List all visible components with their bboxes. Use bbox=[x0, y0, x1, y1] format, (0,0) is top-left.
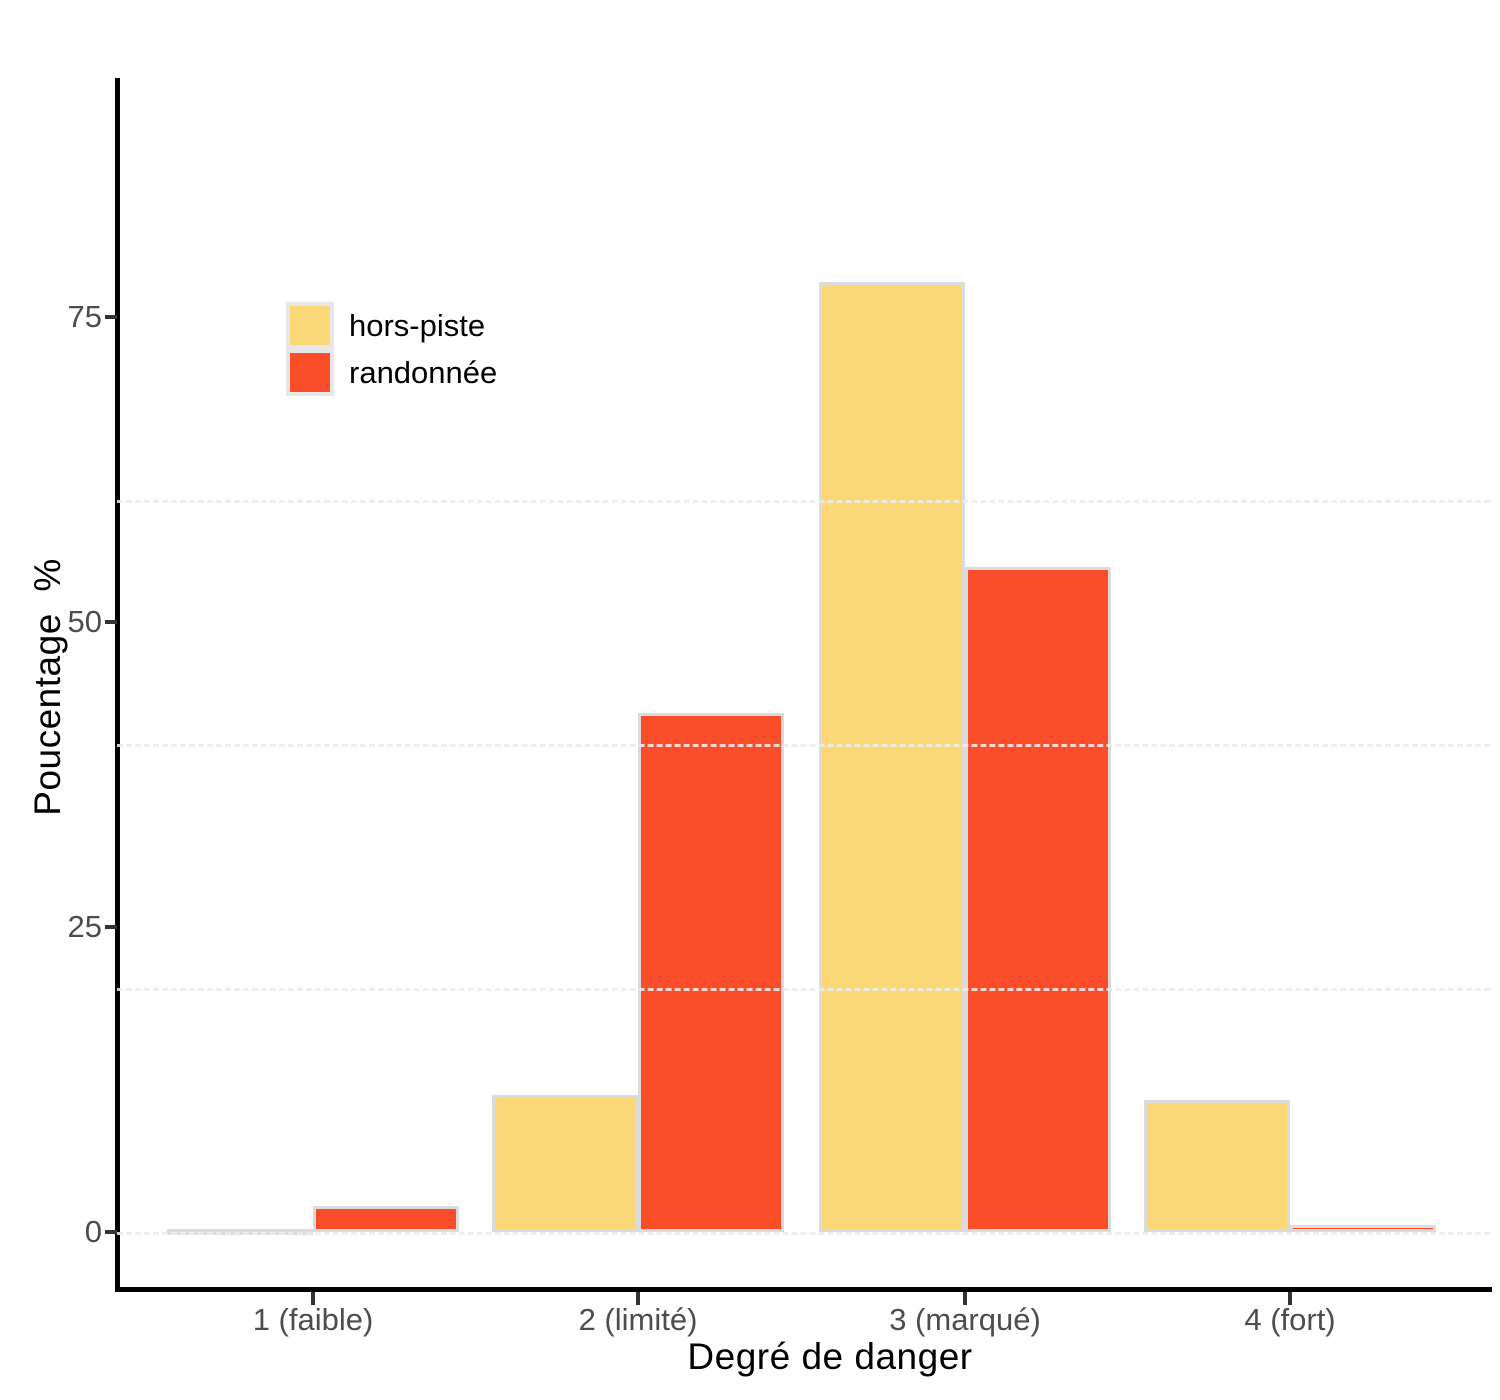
legend-swatch-randonnée bbox=[286, 349, 334, 396]
y-tick-label-0: 0 bbox=[84, 1214, 102, 1249]
x-tick-label-4: 4 (fort) bbox=[1244, 1302, 1336, 1337]
legend-label-hors-piste: hors-piste bbox=[349, 307, 486, 343]
x-tick-label-2: 2 (limité) bbox=[578, 1302, 698, 1337]
y-tick-label-25: 25 bbox=[67, 909, 102, 944]
x-tick-label-3: 3 (marqué) bbox=[889, 1302, 1041, 1337]
bar-randonnée-4 bbox=[1290, 1225, 1436, 1232]
y-axis-line bbox=[115, 78, 120, 1291]
y-tick-mark-0 bbox=[105, 1230, 117, 1234]
bar-randonnée-2 bbox=[638, 713, 784, 1232]
plot-panel bbox=[117, 78, 1490, 1289]
x-axis-title: Degré de danger bbox=[687, 1336, 973, 1377]
legend-swatch-hors-piste bbox=[286, 302, 334, 349]
x-tick-label-1: 1 (faible) bbox=[252, 1302, 374, 1337]
bar-randonnée-3 bbox=[965, 567, 1111, 1232]
gridline-20 bbox=[117, 988, 1490, 991]
y-tick-mark-25 bbox=[105, 925, 117, 929]
legend-label-randonnée: randonnée bbox=[349, 354, 498, 390]
bar-hors-piste-4 bbox=[1144, 1100, 1290, 1232]
x-tick-mark-4 bbox=[1288, 1292, 1292, 1305]
x-tick-mark-2 bbox=[636, 1292, 640, 1305]
y-tick-mark-50 bbox=[105, 620, 117, 624]
x-axis-line bbox=[115, 1287, 1492, 1292]
x-tick-mark-1 bbox=[311, 1292, 315, 1305]
legend-item-hors-piste: hors-piste bbox=[286, 302, 497, 349]
y-tick-label-75: 75 bbox=[67, 299, 102, 334]
bar-randonnée-1 bbox=[313, 1206, 459, 1232]
legend: hors-piste randonnée bbox=[286, 302, 497, 396]
y-tick-label-50: 50 bbox=[67, 604, 102, 639]
gridline-60 bbox=[117, 500, 1490, 503]
gridline-40 bbox=[117, 744, 1490, 747]
x-tick-mark-3 bbox=[963, 1292, 967, 1305]
gridline-0 bbox=[117, 1232, 1490, 1235]
bar-hors-piste-3 bbox=[819, 282, 965, 1232]
y-tick-mark-75 bbox=[105, 315, 117, 319]
legend-item-randonnée: randonnée bbox=[286, 349, 497, 396]
bar-hors-piste-2 bbox=[492, 1095, 638, 1232]
